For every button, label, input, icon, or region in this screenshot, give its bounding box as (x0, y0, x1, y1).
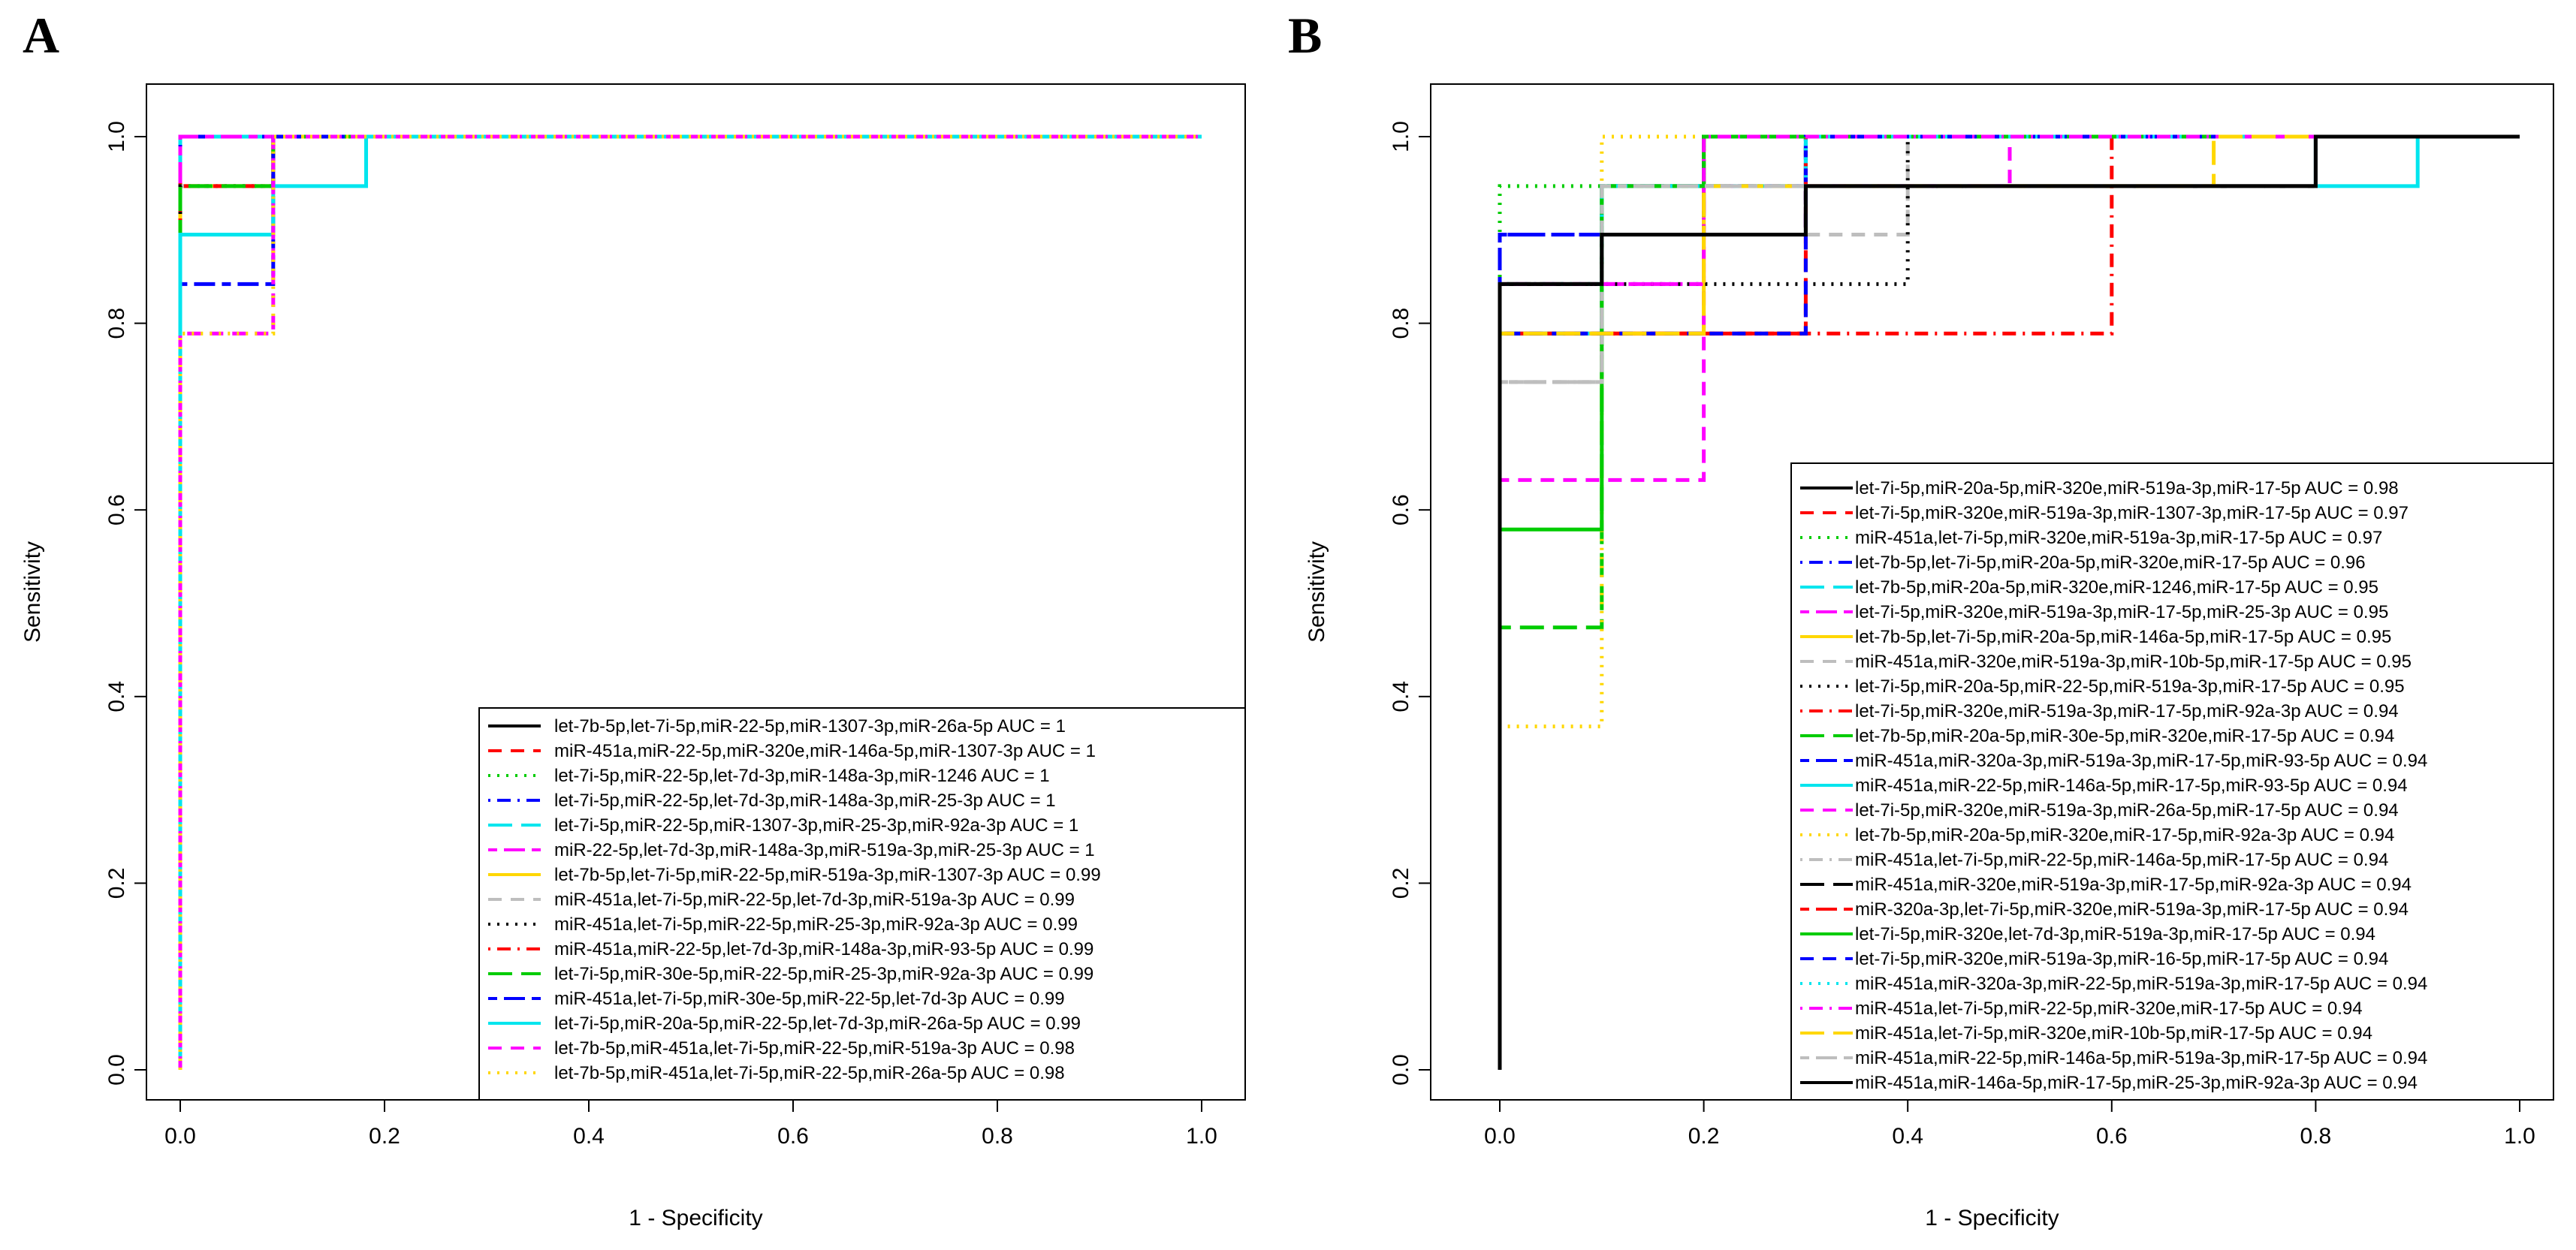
legend-label: let-7i-5p,miR-320e,miR-519a-3p,miR-17-5p… (1855, 602, 2388, 622)
y-tick-label: 0.4 (104, 681, 129, 712)
legend-label: miR-451a,let-7i-5p,miR-22-5p,miR-25-3p,m… (554, 914, 1078, 935)
roc-panel-a: A 0.0 0.2 0.4 0.6 0.8 1.0 0.0 0.2 0.4 0.6 0.8 1.0 1 -… (20, 7, 1246, 1230)
x-tick-label: 0.4 (1892, 1124, 1923, 1149)
x-tick-label: 0.8 (2300, 1124, 2332, 1149)
y-axis-title: Sensitivity (20, 541, 45, 643)
y-tick-label: 0.4 (1389, 681, 1413, 712)
roc-curve (1498, 134, 2520, 1070)
y-tick-label: 0.0 (1389, 1054, 1413, 1086)
x-tick-label: 0.6 (2096, 1124, 2128, 1149)
legend-label: let-7b-5p,let-7i-5p,miR-20a-5p,miR-320e,… (1855, 553, 2366, 573)
x-tick-label: 0.8 (982, 1124, 1013, 1149)
legend-label: let-7i-5p,miR-320e,miR-519a-3p,miR-1307-… (1855, 503, 2409, 523)
y-tick-label: 0.2 (1389, 868, 1413, 899)
y-tick-label: 1.0 (1389, 121, 1413, 152)
legend-label: miR-22-5p,let-7d-3p,miR-148a-3p,miR-519a… (554, 840, 1095, 860)
legend-label: miR-451a,let-7i-5p,miR-22-5p,miR-320e,mi… (1855, 998, 2363, 1019)
legend-label: let-7i-5p,miR-320e,miR-519a-3p,miR-26a-5… (1855, 800, 2399, 821)
legend-box (1790, 462, 2554, 1101)
x-axis-title: 1 - Specificity (629, 1206, 762, 1230)
roc-curve (178, 134, 1202, 1070)
roc-panel-b: B 0.0 0.2 0.4 0.6 0.8 1.0 0.0 0.2 0.4 0.6 0.8 1.0 1 -… (1288, 7, 2554, 1230)
legend-label: let-7b-5p,let-7i-5p,miR-20a-5p,miR-146a-… (1855, 627, 2391, 647)
x-tick-label: 0.0 (1484, 1124, 1516, 1149)
legend-label: let-7i-5p,miR-22-5p,let-7d-3p,miR-148a-3… (554, 766, 1050, 786)
x-tick-label: 0.2 (1688, 1124, 1720, 1149)
x-tick-label: 1.0 (2504, 1124, 2535, 1149)
x-tick-label: 0.6 (777, 1124, 809, 1149)
y-tick-label: 0.0 (104, 1054, 129, 1086)
y-tick-label: 0.2 (104, 868, 129, 899)
legend-label: let-7b-5p,miR-20a-5p,miR-320e,miR-17-5p,… (1855, 825, 2394, 845)
legend-label: miR-451a,miR-22-5p,miR-320e,miR-146a-5p,… (554, 741, 1096, 761)
legend-label: let-7i-5p,miR-20a-5p,miR-320e,miR-519a-3… (1855, 478, 2399, 498)
legend-box (478, 707, 1246, 1101)
legend-label: miR-451a,miR-22-5p,miR-146a-5p,miR-17-5p… (1855, 776, 2408, 796)
y-axis-title: Sensitivity (1305, 541, 1329, 643)
legend-label: let-7b-5p,miR-20a-5p,miR-320e,miR-1246,m… (1855, 577, 2378, 598)
legend-label: let-7i-5p,miR-320e,miR-519a-3p,miR-16-5p… (1855, 949, 2388, 969)
legend-label: let-7i-5p,miR-30e-5p,miR-22-5p,miR-25-3p… (554, 964, 1093, 984)
legend-label: miR-451a,miR-320a-3p,miR-519a-3p,miR-17-… (1855, 751, 2427, 771)
legend-label: let-7b-5p,miR-451a,let-7i-5p,miR-22-5p,m… (554, 1038, 1075, 1059)
y-tick-label: 0.6 (1389, 494, 1413, 526)
y-tick-label: 1.0 (104, 121, 129, 152)
legend-label: miR-451a,let-7i-5p,miR-320e,miR-519a-3p,… (1855, 528, 2382, 548)
legend-label: let-7i-5p,miR-22-5p,let-7d-3p,miR-148a-3… (554, 791, 1056, 811)
legend-label: miR-451a,miR-320e,miR-519a-3p,miR-10b-5p… (1855, 652, 2412, 672)
legend-label: miR-451a,let-7i-5p,miR-30e-5p,miR-22-5p,… (554, 989, 1065, 1009)
legend: let-7b-5p,let-7i-5p,miR-22-5p,miR-1307-3… (478, 707, 1246, 1101)
x-tick-label: 1.0 (1186, 1124, 1217, 1149)
legend-label: let-7b-5p,miR-451a,let-7i-5p,miR-22-5p,m… (554, 1063, 1065, 1083)
legend-label: let-7i-5p,miR-320e,let-7d-3p,miR-519a-3p… (1855, 924, 2375, 944)
legend: let-7i-5p,miR-20a-5p,miR-320e,miR-519a-3… (1790, 462, 2554, 1101)
legend-label: miR-451a,let-7i-5p,miR-320e,miR-10b-5p,m… (1855, 1023, 2372, 1044)
legend-label: let-7i-5p,miR-20a-5p,miR-22-5p,let-7d-3p… (554, 1014, 1081, 1034)
x-axis-title: 1 - Specificity (1925, 1206, 2059, 1230)
legend-label: miR-451a,miR-320e,miR-519a-3p,miR-17-5p,… (1855, 875, 2412, 895)
y-tick-label: 0.8 (1389, 308, 1413, 339)
roc-curves (178, 134, 1202, 1070)
panel-letter: B (1288, 7, 1322, 64)
legend-label: miR-320a-3p,let-7i-5p,miR-320e,miR-519a-… (1855, 899, 2409, 920)
y-tick-label: 0.8 (104, 308, 129, 339)
legend-label: miR-451a,miR-146a-5p,miR-17-5p,miR-25-3p… (1855, 1073, 2418, 1093)
legend-label: miR-451a,miR-22-5p,miR-146a-5p,miR-519a-… (1855, 1048, 2427, 1068)
x-tick-label: 0.2 (369, 1124, 400, 1149)
y-tick-label: 0.6 (104, 494, 129, 526)
legend-label: miR-451a,miR-320a-3p,miR-22-5p,miR-519a-… (1855, 974, 2427, 994)
legend-label: miR-451a,miR-22-5p,let-7d-3p,miR-148a-3p… (554, 939, 1093, 959)
legend-label: let-7i-5p,miR-20a-5p,miR-22-5p,miR-519a-… (1855, 676, 2405, 697)
panel-letter: A (23, 7, 59, 64)
legend-label: let-7b-5p,let-7i-5p,miR-22-5p,miR-519a-3… (554, 865, 1101, 885)
x-tick-label: 0.0 (164, 1124, 196, 1149)
legend-label: miR-451a,let-7i-5p,miR-22-5p,miR-146a-5p… (1855, 850, 2388, 870)
x-tick-label: 0.4 (573, 1124, 605, 1149)
legend-label: miR-451a,let-7i-5p,miR-22-5p,let-7d-3p,m… (554, 890, 1075, 910)
legend-label: let-7b-5p,let-7i-5p,miR-22-5p,miR-1307-3… (554, 716, 1066, 736)
roc-curves (1498, 134, 2520, 1070)
legend-label: let-7i-5p,miR-320e,miR-519a-3p,miR-17-5p… (1855, 701, 2399, 721)
legend-label: let-7i-5p,miR-22-5p,miR-1307-3p,miR-25-3… (554, 815, 1078, 836)
legend-label: let-7b-5p,miR-20a-5p,miR-30e-5p,miR-320e… (1855, 726, 2394, 746)
